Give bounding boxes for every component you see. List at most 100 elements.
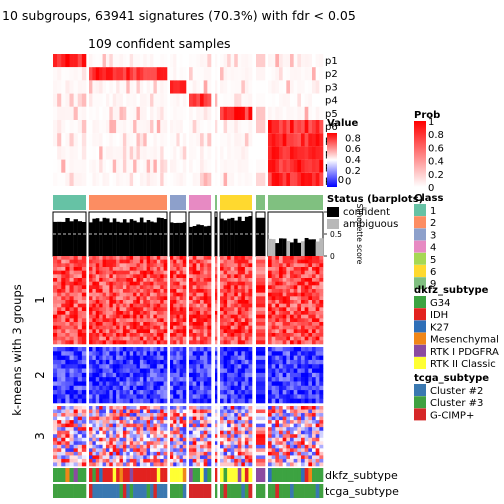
heatmap-cell: [244, 285, 249, 290]
heatmap-cell: [139, 333, 144, 337]
heatmap-cell: [102, 259, 107, 264]
heatmap-cell: [200, 423, 204, 428]
heatmap-cell: [203, 409, 208, 414]
heatmap-cell: [92, 311, 97, 315]
heatmap-cell: [92, 437, 97, 442]
subtype-cell: [301, 484, 305, 498]
heatmap-cell: [99, 259, 103, 264]
heatmap-cell: [189, 325, 193, 330]
prob-cell: [112, 106, 117, 120]
subtype-cell: [65, 484, 70, 498]
heatmap-cell: [119, 267, 124, 271]
heatmap-cell: [312, 455, 316, 460]
heatmap-cell: [126, 416, 130, 421]
heatmap-cell: [268, 292, 272, 297]
heatmap-cell: [282, 437, 287, 442]
heatmap-cell: [223, 462, 228, 467]
heatmap-cell: [297, 285, 302, 290]
heatmap-cell: [146, 263, 151, 268]
silhouette-bar: [271, 239, 276, 256]
heatmap-cell: [290, 409, 294, 414]
heatmap-cell: [139, 325, 144, 330]
heatmap-cell: [268, 413, 272, 417]
heatmap-cell: [69, 451, 74, 456]
prob-legend-tick: 0: [428, 183, 434, 194]
subtype-cell: [293, 468, 298, 482]
heatmap-cell: [315, 385, 320, 391]
heatmap-cell: [227, 368, 231, 374]
prob-cell: [92, 146, 97, 160]
heatmap-cell: [160, 318, 164, 323]
prob-cell: [234, 120, 239, 134]
heatmap-cell: [234, 267, 239, 271]
heatmap-cell: [248, 434, 253, 439]
heatmap-cell: [109, 430, 114, 435]
heatmap-cell: [122, 381, 127, 387]
prob-cell: [256, 54, 266, 68]
heatmap-cell: [268, 296, 272, 301]
heatmap-cell: [237, 368, 242, 374]
dkfz-legend-label: G34: [430, 298, 450, 309]
heatmap-cell: [271, 455, 276, 460]
heatmap-cell: [241, 444, 246, 449]
heatmap-cell: [102, 355, 107, 361]
heatmap-cell: [77, 385, 83, 391]
heatmap-cell: [150, 441, 154, 446]
heatmap-cell: [170, 448, 174, 453]
heatmap-cell: [105, 322, 110, 326]
heatmap-cell: [308, 406, 313, 410]
prob-cell: [92, 120, 97, 134]
prob-cell: [279, 67, 283, 81]
heatmap-cell: [146, 325, 151, 330]
heatmap-cell: [156, 377, 161, 382]
heatmap-cell: [297, 444, 302, 449]
heatmap-cell: [153, 325, 158, 330]
heatmap-cell: [207, 259, 212, 264]
heatmap-cell: [220, 368, 224, 374]
heatmap-cell: [122, 406, 127, 410]
heatmap-cell: [308, 423, 313, 428]
heatmap-cell: [129, 281, 134, 286]
heatmap-cell: [105, 292, 110, 297]
heatmap-cell: [227, 434, 231, 439]
heatmap-cell: [119, 420, 124, 424]
heatmap-cell: [275, 458, 280, 463]
value-legend-tick: 0.4: [345, 155, 361, 166]
heatmap-cell: [176, 267, 180, 271]
heatmap-cell: [189, 394, 193, 399]
heatmap-cell: [122, 256, 127, 260]
heatmap-cell: [89, 285, 93, 290]
heatmap-cell: [116, 416, 120, 421]
heatmap-cell: [234, 322, 239, 326]
subtype-cell: [275, 468, 280, 482]
class-legend-swatch: [414, 240, 426, 253]
heatmap-cell: [304, 336, 309, 341]
heatmap-cell: [65, 296, 70, 301]
heatmap-cell: [304, 416, 309, 421]
heatmap-cell: [139, 441, 144, 446]
heatmap-cell: [143, 278, 147, 282]
heatmap-cell: [65, 289, 70, 293]
heatmap-cell: [241, 372, 246, 378]
class-bar-segment: [220, 195, 252, 210]
heatmap-cell: [176, 259, 180, 264]
silhouette-bar: [315, 241, 320, 256]
heatmap-cell: [176, 377, 180, 382]
prob-cell: [150, 146, 154, 160]
heatmap-cell: [160, 322, 164, 326]
heatmap-cell: [133, 318, 137, 323]
heatmap-cell: [290, 300, 294, 304]
heatmap-cell: [275, 336, 280, 341]
heatmap-cell: [133, 455, 137, 460]
subtype-cell: [102, 484, 107, 498]
heatmap-cell: [315, 307, 320, 312]
heatmap-cell: [315, 437, 320, 442]
prob-cell: [282, 80, 287, 94]
prob-cell: [102, 159, 107, 173]
heatmap-cell: [150, 444, 154, 449]
prob-cell: [203, 133, 208, 147]
heatmap-cell: [81, 368, 87, 374]
heatmap-cell: [61, 281, 66, 286]
heatmap-cell: [234, 318, 239, 323]
heatmap-cell: [315, 406, 320, 410]
